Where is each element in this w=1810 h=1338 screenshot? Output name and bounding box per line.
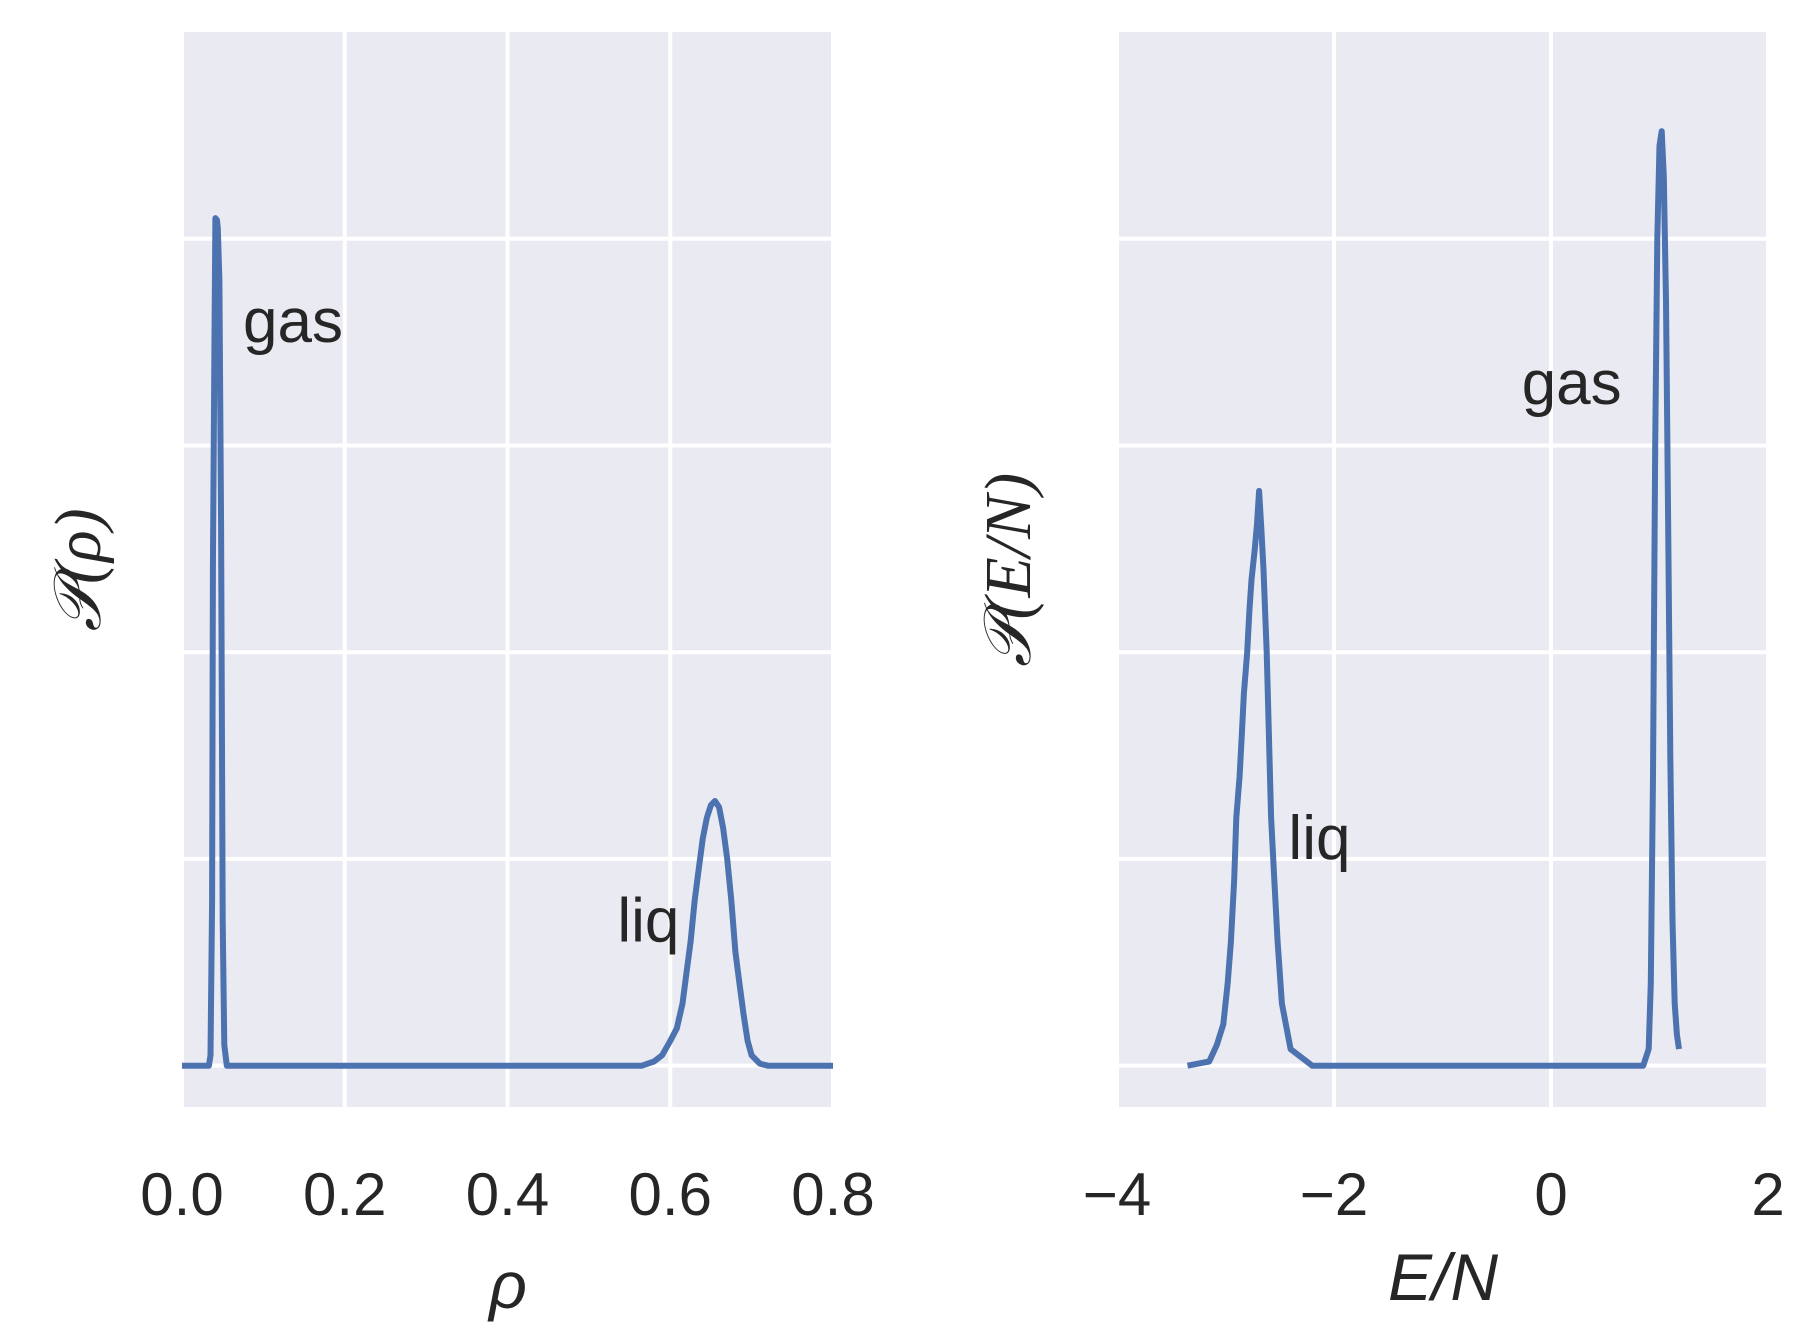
left-x-axis-label: ρ — [487, 1248, 527, 1322]
left-annotations: gas liq — [243, 287, 679, 956]
right-gridlines — [1115, 32, 1770, 1107]
x-tick-label: −2 — [1300, 1161, 1368, 1228]
left-gridlines — [180, 32, 835, 1107]
right-y-axis-label: 𝒫(E/N) — [972, 473, 1045, 667]
annotation-gas: gas — [1522, 349, 1622, 418]
annotation-liq: liq — [617, 887, 679, 956]
right-x-axis-label: E/N — [1388, 1240, 1498, 1314]
x-tick-label: 0.0 — [140, 1161, 223, 1228]
right-x-tick-labels: −4 −2 0 2 — [1083, 1161, 1785, 1228]
right-annotations: gas liq — [1288, 349, 1621, 873]
left-panel: 0.0 0.2 0.4 0.6 0.8 gas liq ρ 𝒫(ρ) — [42, 32, 875, 1322]
left-series-line — [182, 215, 833, 1069]
x-tick-label: 0.6 — [629, 1161, 712, 1228]
right-panel: −4 −2 0 2 gas liq E/N 𝒫(E/N) — [972, 32, 1785, 1314]
x-tick-label: 0.4 — [466, 1161, 549, 1228]
annotation-gas: gas — [243, 287, 343, 356]
annotation-liq: liq — [1288, 804, 1350, 873]
x-tick-label: 0 — [1534, 1161, 1567, 1228]
right-series-line — [1186, 128, 1682, 1069]
x-tick-label: −4 — [1083, 1161, 1151, 1228]
x-tick-label: 0.2 — [303, 1161, 386, 1228]
x-tick-label: 2 — [1751, 1161, 1784, 1228]
x-tick-label: 0.8 — [791, 1161, 874, 1228]
left-y-axis-label: 𝒫(ρ) — [42, 508, 115, 631]
left-x-tick-labels: 0.0 0.2 0.4 0.6 0.8 — [140, 1161, 874, 1228]
